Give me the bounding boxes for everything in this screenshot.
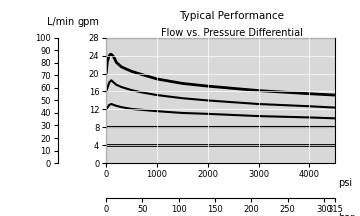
Text: L/min: L/min [47, 17, 74, 27]
Text: psi: psi [338, 178, 352, 188]
Text: bar: bar [338, 213, 355, 216]
Text: Typical Performance: Typical Performance [179, 11, 284, 21]
Text: Flow vs. Pressure Differential: Flow vs. Pressure Differential [161, 28, 303, 38]
Text: gpm: gpm [77, 17, 99, 27]
